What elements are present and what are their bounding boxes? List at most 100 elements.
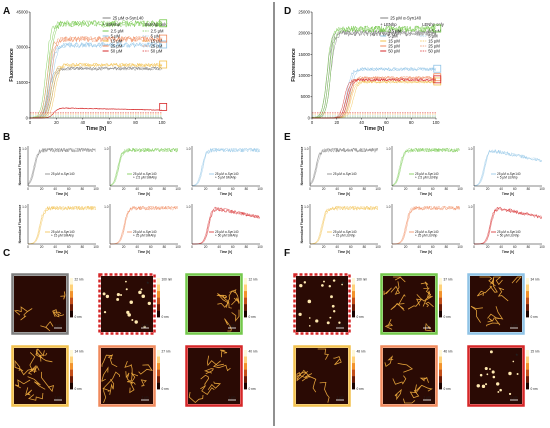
afm-scale-top-label: 12 nm: [249, 278, 258, 282]
legend-item-label: 15 µM: [428, 38, 440, 43]
series-A-5: [29, 107, 163, 119]
small-series-line: [309, 205, 378, 245]
small-legend-label: + 2.5 µM LENhp: [415, 176, 438, 180]
afm-border: [467, 273, 525, 335]
afm-fibril: [140, 379, 147, 387]
small-panel: 1.0 0 20 40 60 80 100 Time [h] 25 µM α-Syn140+ 1…: [300, 204, 381, 254]
afm-colorbar-segment: [157, 284, 160, 292]
legend-item-label: 2.5 µM: [111, 28, 124, 33]
small-y-axis-label: Normalized Fluorescence: [18, 146, 22, 185]
curve-end-marker: [159, 34, 168, 43]
afm-particle: [322, 280, 325, 283]
small-x-tick-label: 100: [457, 187, 463, 191]
afm-fibril: [38, 352, 53, 363]
small-legend-label: + 5 µM LENhp: [497, 176, 518, 180]
afm-particle: [308, 317, 311, 319]
afm-background: [188, 348, 240, 404]
afm-fibril: [224, 318, 232, 332]
small-legend-label: 25 µM α-Syn140: [497, 230, 521, 234]
small-x-tick-label: 80: [527, 245, 531, 249]
small-x-tick-label: 60: [349, 245, 353, 249]
afm-scale-bottom-label: 0 nm: [357, 387, 364, 391]
small-ymax-label: 1.0: [104, 147, 109, 151]
legend-item-label: 5 µM: [111, 33, 121, 38]
afm-scale-top-label: 34 nm: [531, 278, 540, 282]
afm-image: ★ 1 µm 100 nm 0 nm: [293, 273, 367, 335]
afm-colorbar-segment: [157, 382, 160, 390]
small-panel: 1.0 0 20 40 60 80 100 Time [h] 25 µM α-Syn140+ 2…: [386, 204, 463, 254]
small-ymax-label: 1.0: [468, 147, 473, 151]
small-series-line: [27, 147, 96, 185]
afm-colorbar-segment: [244, 350, 247, 357]
small-panel: 1.0 0 20 40 60 80 100 Time [h] 25 µM α-Syn140+ 5…: [186, 146, 263, 196]
afm-colorbar-segment: [70, 304, 73, 311]
series-line: [29, 35, 163, 119]
small-x-tick-label: 40: [417, 245, 421, 249]
afm-scale-bottom-label: 0 nm: [75, 315, 82, 319]
small-x-axis-label: Time [h]: [338, 192, 350, 196]
curve-end-marker: [159, 19, 168, 28]
small-x-tick-label: 20: [40, 245, 44, 249]
afm-background: [188, 276, 240, 332]
series-D-3: [312, 80, 437, 119]
small-x-tick-label: 80: [245, 245, 249, 249]
small-x-axis-label: Time [h]: [420, 192, 432, 196]
afm-colorbar-segment: [352, 291, 355, 298]
legend-col2-title: LENhp only: [422, 22, 445, 27]
legend-item-label: 50 µM: [151, 48, 163, 53]
small-legend-label: 25 µM α-Syn140: [333, 172, 357, 176]
afm-fibril: [333, 356, 342, 366]
afm-fibril: [60, 291, 66, 300]
afm-particle: [508, 371, 512, 376]
small-x-tick-label: 60: [431, 187, 435, 191]
afm-fibril: [217, 293, 232, 309]
afm-scale-bottom-label: 0 nm: [531, 315, 538, 319]
star-icon: ★: [515, 352, 519, 357]
afm-border: [293, 345, 351, 407]
small-x-tick-label: 0: [191, 187, 193, 191]
afm-fibril: [319, 381, 330, 403]
series-line: [30, 35, 163, 119]
small-legend-label: + 15 µM LENhp: [333, 234, 356, 238]
afm-colorbar-segment: [157, 376, 160, 383]
y-tick-label: 10000: [298, 73, 310, 78]
small-x-tick-label: 80: [163, 245, 167, 249]
small-series-line: [109, 147, 178, 186]
afm-colorbar-segment: [526, 284, 529, 292]
small-x-tick-label: 0: [109, 245, 111, 249]
afm-scale-label: 1 µm: [510, 396, 517, 400]
afm-fibril: [101, 366, 109, 382]
afm-colorbar-segment: [526, 356, 529, 364]
afm-particle: [481, 384, 486, 389]
afm-scale-bottom-label: 0 nm: [162, 387, 169, 391]
afm-particle: [315, 319, 319, 323]
small-x-tick-label: 20: [486, 245, 490, 249]
afm-particle: [492, 375, 496, 379]
small-x-axis-label: Time [h]: [220, 192, 232, 196]
afm-fibril: [383, 287, 392, 296]
afm-colorbar-segment: [70, 278, 73, 285]
small-x-tick-label: 40: [135, 187, 139, 191]
afm-colorbar-segment: [157, 297, 160, 305]
afm-particle: [328, 285, 331, 288]
small-series-line: [192, 206, 260, 245]
afm-colorbar-segment: [244, 310, 247, 318]
afm-particle: [102, 292, 106, 296]
small-series-line: [474, 206, 542, 245]
x-tick-label: 40: [359, 120, 364, 125]
small-legend-label: 25 µM α-Syn140: [133, 172, 157, 176]
curve-end-marker: [159, 40, 168, 49]
afm-particle: [116, 298, 120, 301]
afm-fibril: [486, 318, 501, 327]
small-ymax-label: 1.0: [386, 205, 391, 209]
afm-fibril: [497, 287, 509, 302]
curve-end-marker: [159, 60, 168, 69]
afm-scale-label: 1 µm: [141, 324, 148, 328]
series-line: [311, 25, 437, 119]
afm-scale-bottom-label: 0 nm: [249, 315, 256, 319]
afm-background: [470, 348, 522, 404]
afm-scale-top-label: 15 nm: [531, 350, 540, 354]
small-x-tick-label: 100: [457, 245, 463, 249]
afm-fibril: [409, 386, 421, 399]
